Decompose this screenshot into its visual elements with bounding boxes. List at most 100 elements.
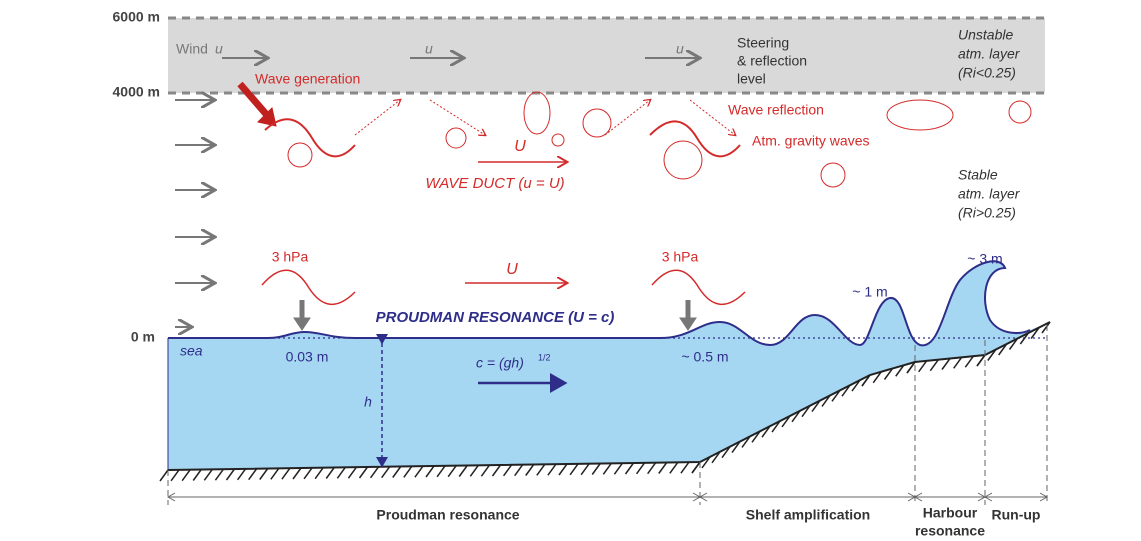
- seabed-hatch: [647, 462, 657, 475]
- seabed-hatch: [841, 384, 851, 397]
- atmospheric-waves: [237, 81, 1032, 306]
- sea: [159, 260, 1051, 482]
- seabed-hatch: [392, 466, 402, 478]
- seabed-hatch: [964, 355, 974, 368]
- shape: [166, 492, 1049, 502]
- seabed-hatch: [1008, 338, 1019, 350]
- seabed-hatch: [741, 435, 751, 448]
- seabed-hatch: [214, 468, 225, 481]
- shape: [604, 100, 650, 136]
- ocean-arrows: [376, 334, 568, 468]
- wave-speed-exponent: 1/2: [538, 352, 551, 362]
- seabed-hatch: [883, 368, 894, 380]
- seabed-hatch: [270, 467, 280, 480]
- wind-label: Wind: [176, 41, 208, 57]
- height-label: 0.03 m: [286, 349, 329, 365]
- seabed-hatch: [680, 461, 690, 474]
- altitude-label: 6000 m: [113, 9, 160, 25]
- shape: [264, 118, 356, 158]
- seabed-hatch: [918, 360, 928, 373]
- seabed-hatch: [403, 465, 413, 478]
- duct-speed-label: U: [514, 138, 526, 155]
- pressure-label: 3 hPa: [272, 249, 309, 265]
- seabed-hatch: [547, 463, 557, 476]
- seabed-hatch: [635, 462, 646, 475]
- seabed-hatch: [872, 371, 882, 384]
- seabed-hatch: [781, 415, 791, 428]
- seabed-hatch: [580, 463, 590, 476]
- seabed-hatch: [292, 467, 302, 480]
- seabed-hatch: [159, 469, 169, 482]
- seabed-hatch: [514, 464, 524, 477]
- seabed-hatch: [248, 468, 258, 481]
- shape: [354, 100, 735, 136]
- shape: [257, 107, 277, 127]
- shape: [237, 81, 269, 117]
- seabed-hatch: [447, 465, 457, 478]
- wind-symbol: u: [215, 41, 223, 57]
- seabed-hatch: [701, 456, 711, 469]
- shape: [651, 269, 746, 306]
- seabed-hatch: [1030, 327, 1040, 339]
- wind-symbol: u: [425, 41, 433, 57]
- steering-label: & reflection: [737, 53, 807, 69]
- shape: [261, 269, 356, 306]
- seabed-hatch: [721, 446, 731, 459]
- seabed-hatch: [1041, 321, 1051, 334]
- seabed-hatch: [929, 359, 939, 372]
- stable-label: (Ri>0.25): [958, 205, 1016, 221]
- seabed-hatch: [314, 467, 324, 480]
- seabed-hatch: [325, 467, 335, 479]
- steering-label: level: [737, 71, 766, 87]
- seabed-hatch: [691, 461, 701, 474]
- unstable-label: (Ri<0.25): [958, 65, 1016, 81]
- seabed-hatch: [281, 467, 291, 480]
- shape: [582, 108, 612, 138]
- shape: [663, 140, 703, 180]
- seabed-hatch: [851, 379, 861, 392]
- seabed-hatch: [1019, 332, 1029, 345]
- zone-label: resonance: [915, 523, 985, 539]
- shape: [287, 142, 313, 168]
- seabed-hatch: [987, 349, 997, 361]
- shape: [168, 18, 1045, 93]
- pressure-arrows: [293, 300, 697, 331]
- seabed-hatch: [771, 420, 781, 433]
- seabed-hatch: [558, 463, 568, 476]
- height-label: ~ 3 m: [967, 251, 1002, 267]
- shape: [293, 317, 311, 331]
- seabed-hatch: [236, 468, 247, 481]
- shape: [168, 261, 1050, 470]
- seabed-hatch: [414, 465, 424, 478]
- seabed-hatch: [998, 343, 1008, 356]
- zone-label: Proudman resonance: [376, 507, 519, 523]
- seabed-hatch: [602, 462, 612, 475]
- shape: [820, 162, 846, 188]
- stable-label: Stable: [958, 167, 998, 183]
- seabed-hatch: [761, 425, 771, 438]
- seabed-hatch: [347, 466, 358, 479]
- seabed-hatch: [976, 354, 986, 367]
- seabed-hatch: [358, 466, 369, 479]
- seabed-hatch: [711, 451, 721, 464]
- seabed-hatch: [259, 468, 269, 480]
- unstable-label: atm. layer: [958, 46, 1021, 62]
- seabed-hatch: [436, 465, 446, 478]
- height-label: ~ 1 m: [852, 284, 887, 300]
- shape: [551, 133, 565, 147]
- disturbance-speed-label: U: [506, 261, 518, 278]
- stable-label: atm. layer: [958, 186, 1021, 202]
- depth-label: h: [364, 394, 372, 410]
- gravity-waves-label: Atm. gravity waves: [752, 133, 869, 149]
- seabed-hatch: [613, 462, 624, 475]
- height-label: ~ 0.5 m: [681, 349, 728, 365]
- seabed-hatch: [458, 465, 468, 477]
- seabed-hatch: [381, 466, 391, 479]
- pressure-label: 3 hPa: [662, 249, 699, 265]
- unstable-label: Unstable: [958, 27, 1013, 43]
- seabed-hatch: [536, 463, 546, 476]
- wind-symbol: u: [676, 41, 684, 57]
- seabed-hatch: [591, 463, 601, 475]
- seabed-hatch: [336, 466, 346, 479]
- zone-label: Shelf amplification: [746, 507, 870, 523]
